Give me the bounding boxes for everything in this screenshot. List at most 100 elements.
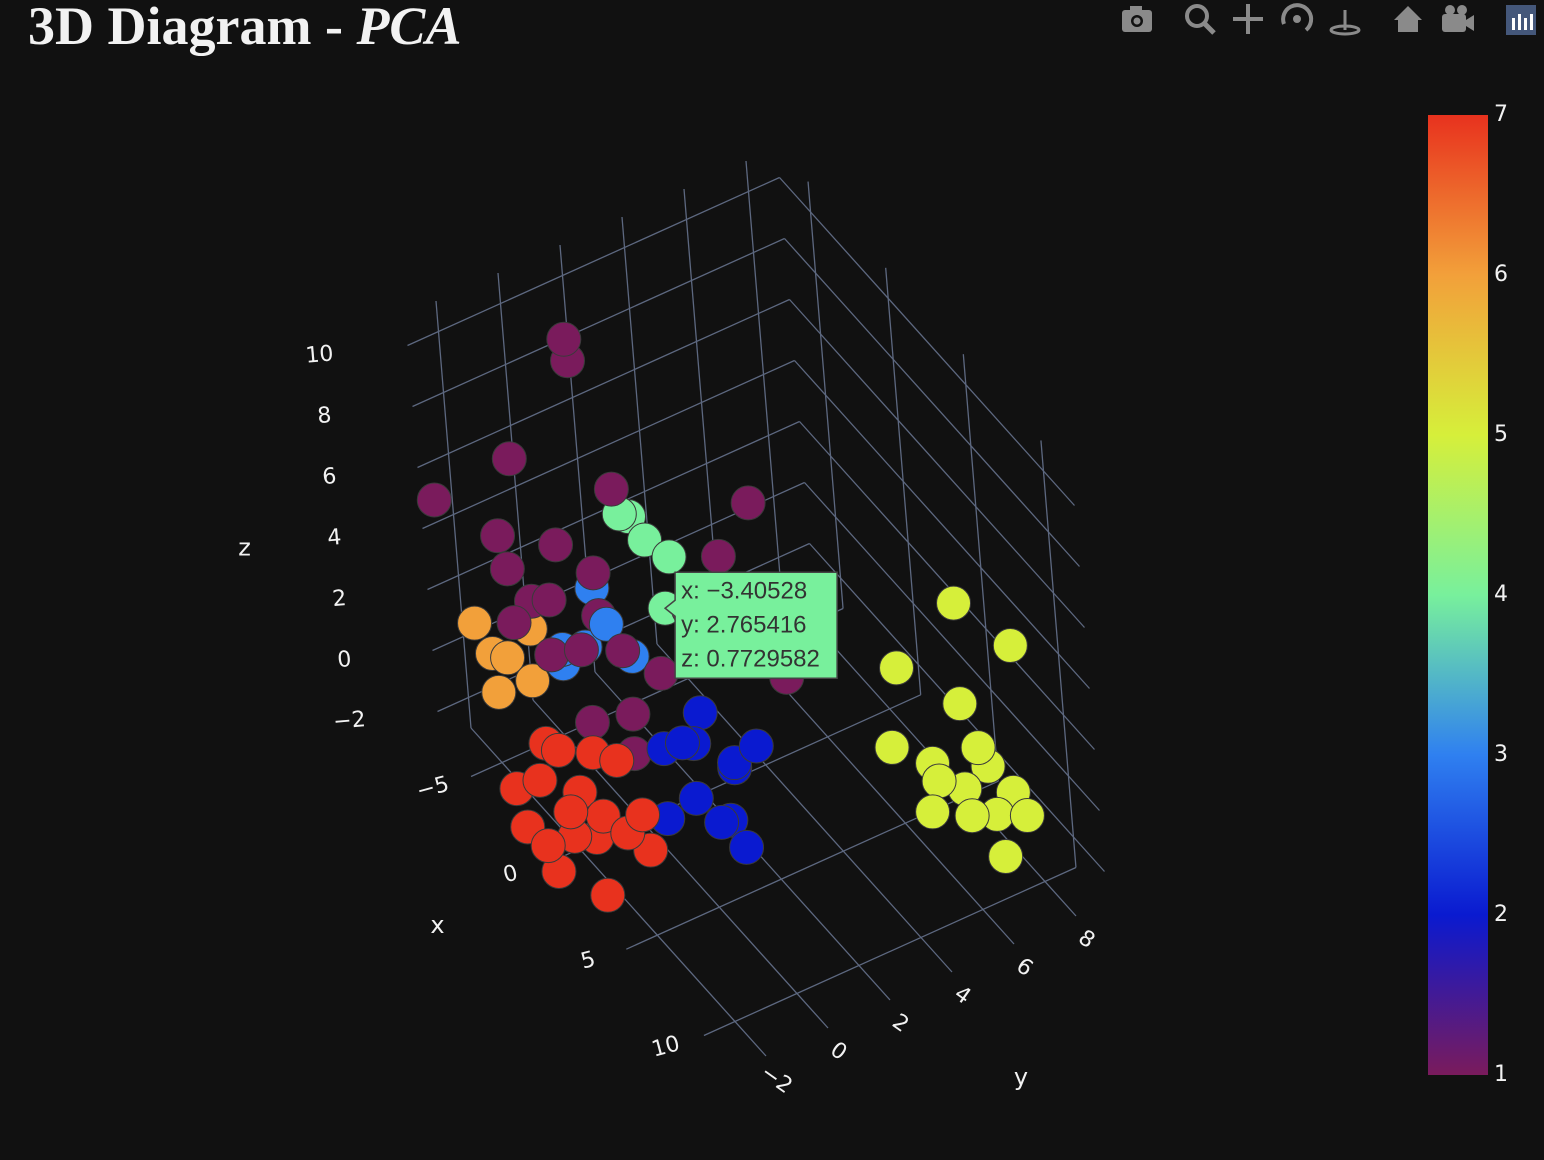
data-point — [563, 632, 599, 668]
data-point — [936, 585, 972, 621]
y-axis-title: y — [1014, 1063, 1028, 1091]
data-point — [627, 522, 663, 558]
modebar — [1122, 3, 1536, 36]
hover-text: z: 0.7729582 — [681, 646, 820, 673]
data-point — [1009, 798, 1045, 834]
data-point — [915, 794, 951, 830]
data-point — [590, 877, 626, 913]
data-point — [540, 732, 576, 768]
data-point — [988, 838, 1024, 874]
colorbar — [1428, 115, 1488, 1075]
data-point — [625, 797, 661, 833]
data-point — [704, 804, 740, 840]
x-tick-label: 5 — [578, 947, 598, 975]
title-italic: PCA — [355, 0, 461, 56]
home-button[interactable] — [1394, 6, 1422, 32]
data-point — [480, 518, 516, 554]
camera-view-button[interactable] — [1442, 5, 1474, 32]
z-tick-label: 4 — [326, 525, 342, 551]
colorbar-tick-label: 4 — [1494, 582, 1508, 607]
grid-line — [422, 359, 795, 530]
camera-button[interactable] — [1122, 6, 1152, 32]
data-point — [593, 471, 629, 507]
data-point — [921, 763, 957, 799]
hover-text: y: 2.765416 — [681, 612, 806, 639]
data-point — [538, 527, 574, 563]
grid-line — [407, 176, 780, 347]
data-point — [546, 321, 582, 357]
hover-box — [663, 571, 838, 680]
data-point — [651, 539, 687, 575]
data-point — [575, 555, 611, 591]
pan-button[interactable] — [1233, 4, 1263, 34]
data-point — [615, 696, 651, 732]
z-tick-label: −2 — [332, 707, 366, 735]
data-point — [664, 725, 700, 761]
grid-line — [794, 360, 1090, 689]
z-tick-label: 2 — [331, 586, 347, 612]
colorbar-tick-label: 7 — [1494, 102, 1508, 127]
data-point — [879, 650, 915, 686]
data-point — [574, 704, 610, 740]
data-point — [942, 686, 978, 722]
data-point — [553, 794, 589, 830]
z-tick-label: 10 — [304, 341, 334, 368]
grid-line — [799, 421, 1095, 750]
data-point — [534, 637, 570, 673]
data-point — [490, 640, 526, 676]
grid-line — [779, 177, 1075, 506]
chart-title: 3D Diagram - PCA — [28, 0, 461, 56]
data-point — [496, 605, 532, 641]
data-point — [599, 742, 635, 778]
zoom-button[interactable] — [1185, 4, 1216, 35]
points — [416, 321, 1045, 913]
colorbar-tick-label: 1 — [1494, 1062, 1508, 1087]
z-tick-label: 8 — [316, 403, 332, 429]
colorbar-tick-label: 3 — [1494, 742, 1508, 767]
title-main: 3D Diagram - — [28, 0, 343, 56]
x-tick-label: 0 — [501, 860, 521, 888]
data-point — [730, 485, 766, 521]
data-point — [531, 582, 567, 618]
x-axis-title: x — [430, 911, 444, 939]
data-point — [960, 730, 996, 766]
data-point — [729, 829, 765, 865]
colorbar-tick-label: 6 — [1494, 262, 1508, 287]
data-point — [481, 674, 517, 710]
turntable-button[interactable] — [1329, 10, 1361, 36]
z-tick-label: 0 — [336, 647, 352, 673]
z-tick-label: 6 — [321, 464, 337, 490]
data-point — [588, 606, 624, 642]
data-point — [700, 538, 736, 574]
plotly-logo[interactable] — [1506, 5, 1536, 35]
data-point — [992, 628, 1028, 664]
data-point — [515, 663, 551, 699]
grid-line — [703, 866, 1077, 1037]
data-point — [738, 728, 774, 764]
data-point — [605, 633, 641, 669]
data-point — [682, 695, 718, 731]
data-point — [416, 482, 452, 518]
data-point — [954, 798, 990, 834]
data-point — [643, 655, 679, 691]
grid-line — [789, 299, 1085, 628]
data-point — [457, 605, 493, 641]
data-point — [522, 762, 558, 798]
grid-line — [804, 482, 1100, 811]
grid-line — [417, 298, 790, 469]
colorbar-tick-label: 2 — [1494, 902, 1508, 927]
data-point — [491, 441, 527, 477]
data-point — [530, 828, 566, 864]
grid-line — [784, 238, 1080, 567]
z-axis-title: z — [238, 534, 251, 562]
colorbar-tick-label: 5 — [1494, 422, 1508, 447]
data-point — [678, 780, 714, 816]
orbit-button[interactable] — [1281, 3, 1314, 32]
data-point — [489, 551, 525, 587]
grid-line — [412, 237, 785, 408]
data-point — [874, 729, 910, 765]
hover-text: x: −3.40528 — [681, 578, 807, 605]
